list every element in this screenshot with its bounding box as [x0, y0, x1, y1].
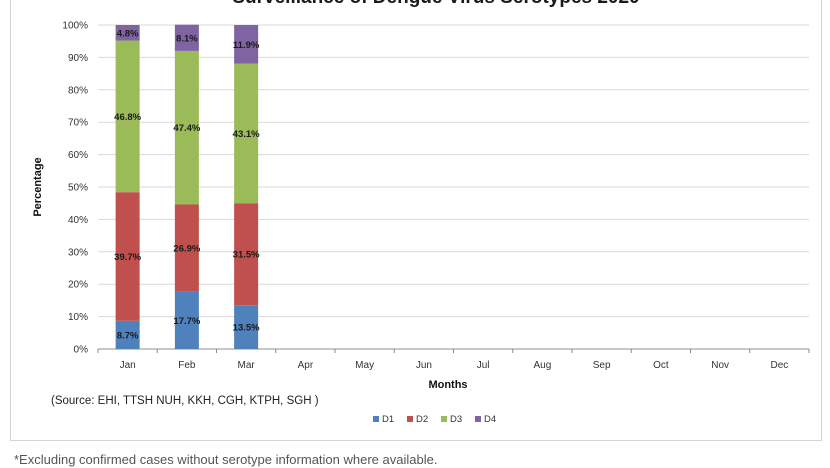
x-tick-label: Nov: [711, 360, 729, 371]
footnote: *Excluding confirmed cases without serot…: [14, 452, 438, 467]
bar-segment-d1: [234, 305, 259, 349]
legend-label: D3: [450, 414, 462, 425]
legend-swatch: [475, 416, 481, 422]
x-tick-label: Oct: [653, 360, 669, 371]
bar-segment-d2: [115, 192, 140, 321]
y-tick-label: 80%: [68, 85, 88, 96]
bar-segment-d4: [174, 24, 199, 51]
legend-swatch: [373, 416, 379, 422]
bar-segment-d4: [234, 25, 259, 64]
y-tick-label: 60%: [68, 150, 88, 161]
y-tick-label: 20%: [68, 280, 88, 291]
legend-label: D1: [382, 414, 394, 425]
x-tick-label: Feb: [178, 360, 196, 371]
data-label: 17.7%: [173, 316, 200, 327]
y-tick-label: 50%: [68, 183, 88, 194]
x-tick-label: Jun: [416, 360, 432, 371]
x-tick-label: Mar: [238, 360, 256, 371]
bar-segment-d1: [174, 291, 199, 349]
data-label: 11.9%: [233, 40, 260, 51]
y-tick-label: 10%: [68, 312, 88, 323]
x-tick-label: May: [355, 360, 374, 371]
serotype-stacked-bar-chart: Surveillance of Dengue Virus Serotypes 2…: [32, 0, 810, 425]
data-label: 13.5%: [233, 323, 260, 334]
y-tick-label: 90%: [68, 53, 88, 64]
gridlines: [98, 24, 809, 350]
data-label: 43.1%: [233, 129, 260, 140]
x-tick-label: Jul: [477, 360, 490, 371]
data-label: 26.9%: [173, 244, 200, 255]
y-tick-label: 40%: [68, 215, 88, 226]
y-axis-title: Percentage: [32, 157, 44, 216]
data-label: 46.8%: [114, 112, 141, 123]
bar-segment-d2: [174, 204, 199, 292]
x-tick-label: Aug: [533, 360, 551, 371]
data-label: 31.5%: [233, 250, 260, 261]
data-label: 8.7%: [117, 330, 139, 341]
x-tick-label: Jan: [120, 360, 136, 371]
legend-label: D2: [416, 414, 428, 425]
chart-title: Surveillance of Dengue Virus Serotypes 2…: [232, 0, 639, 8]
bar-segment-d1: [115, 320, 140, 349]
source-note: (Source: EHI, TTSH NUH, KKH, CGH, KTPH, …: [51, 395, 319, 407]
bar-segment-d3: [174, 50, 199, 205]
bars: 8.7% 39.7% 46.8% 4.8% 17.7% 26.9% 47.4% 8.1% 13.…: [114, 24, 260, 349]
legend-swatch: [407, 416, 413, 422]
y-tick-label: 30%: [68, 247, 88, 258]
x-axis-ticks: Jan Feb Mar Apr May Jun Jul Aug Sep Oct Nov Dec: [97, 349, 810, 371]
legend: D1 D2 D3 D4: [373, 414, 496, 425]
data-label: 4.8%: [117, 28, 139, 39]
bar-segment-d2: [234, 203, 259, 306]
y-axis-ticks: 0% 10% 20% 30% 40% 50% 60% 70% 80% 90% 100%: [62, 21, 88, 356]
legend-label: D4: [484, 414, 496, 425]
data-label: 8.1%: [176, 33, 198, 44]
x-tick-label: Dec: [770, 360, 788, 371]
legend-swatch: [441, 416, 447, 422]
x-tick-label: Sep: [593, 360, 611, 371]
chart-frame: Surveillance of Dengue Virus Serotypes 2…: [10, 0, 822, 441]
y-tick-label: 0%: [74, 345, 89, 356]
data-label: 47.4%: [173, 123, 200, 134]
bar-segment-d3: [234, 63, 259, 204]
y-tick-label: 70%: [68, 118, 88, 129]
x-axis-title: Months: [428, 379, 467, 391]
y-tick-label: 100%: [62, 21, 88, 32]
bar-segment-d3: [115, 40, 140, 193]
x-tick-label: Apr: [298, 360, 314, 371]
data-label: 39.7%: [114, 252, 141, 263]
bar-segment-d4: [115, 25, 140, 41]
